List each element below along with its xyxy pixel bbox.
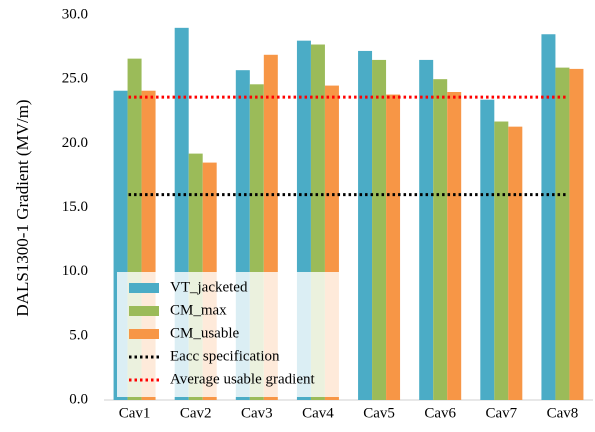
y-tick-label: 30.0 [62,6,88,22]
bar [508,126,523,401]
bar [569,68,584,401]
x-tick-label: Cav1 [119,405,151,421]
legend-label: VT_jacketed [170,279,248,295]
y-tick-label: 0.0 [69,391,88,407]
legend-label: Average usable gradient [170,371,315,387]
bar [447,92,462,400]
legend-label: CM_max [170,302,227,318]
x-tick-label: Cav3 [241,405,273,421]
bar [541,34,556,400]
x-tick-label: Cav8 [547,405,579,421]
x-tick-label: Cav4 [302,405,334,421]
y-tick-label: 15.0 [62,199,88,215]
bar [555,67,570,400]
legend-swatch [129,283,159,293]
x-tick-label: Cav2 [180,405,212,421]
legend-swatch [129,329,159,339]
x-tick-label: Cav5 [363,405,395,421]
bar [358,50,373,400]
x-tick-label: Cav6 [424,405,456,421]
x-tick-label: Cav7 [485,405,517,421]
y-tick-label: 25.0 [62,71,88,87]
y-tick-label: 20.0 [62,135,88,151]
bar [494,121,509,401]
legend-label: CM_usable [170,325,240,341]
bar [480,99,495,400]
bar [433,79,448,401]
legend-swatch [129,306,159,316]
bar [372,59,387,401]
bar [419,59,434,401]
legend-label: Eacc specification [170,348,280,364]
y-tick-label: 10.0 [62,263,88,279]
y-axis-label: DALS1300-1 Gradient (MV/m) [13,99,32,316]
y-tick-label: 5.0 [69,327,88,343]
bar [386,94,401,401]
